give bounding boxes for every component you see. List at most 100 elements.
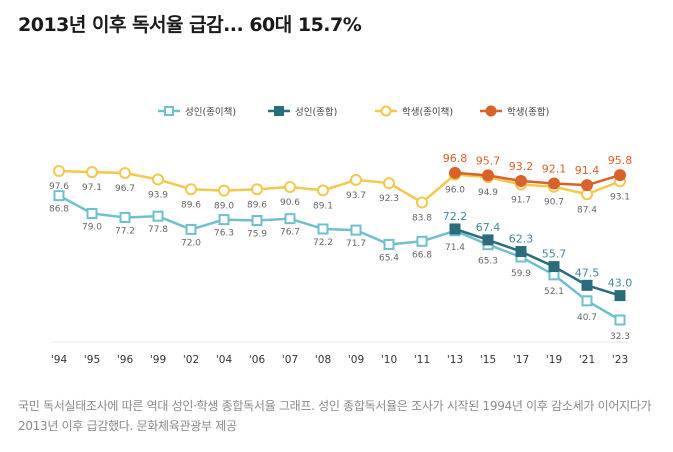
data-label-adult_paper: 32.3	[610, 332, 630, 342]
data-point-student_total	[515, 175, 527, 188]
data-point-adult_paper	[284, 213, 296, 225]
data-label-student_paper: 96.0	[445, 186, 465, 196]
data-point-student_paper	[185, 183, 197, 196]
data-point-adult_paper	[350, 224, 362, 236]
data-label-student_total: 95.7	[476, 154, 501, 167]
series-student_paper: 97.6 97.1 96.7 93.9 89.6 89.0 89.6 90.6 89.1 93.7…	[49, 165, 630, 223]
legend-label: 성인(종이책)	[185, 107, 236, 118]
data-label-student_paper: 89.6	[181, 200, 201, 210]
data-label-adult_total: 47.5	[575, 266, 600, 279]
series-line-student_paper	[58, 169, 621, 204]
legend-label: 학생(종합)	[507, 107, 549, 118]
x-tick-label: '17	[513, 354, 529, 366]
x-tick-label: '07	[282, 354, 298, 366]
legend-marker	[274, 106, 284, 116]
data-label-student_total: 91.4	[575, 164, 600, 177]
data-label-adult_paper: 71.4	[445, 243, 465, 253]
data-label-adult_paper: 86.8	[49, 205, 69, 215]
x-tick-label: '19	[546, 354, 562, 366]
legend-item-student_total: 학생(종합)	[480, 105, 549, 118]
legend-marker	[164, 106, 174, 116]
x-tick-label: '13	[447, 354, 463, 366]
data-point-adult_paper	[119, 212, 131, 224]
series-adult_total: 72.2 67.4 62.3 55.7 47.5 43.0	[443, 210, 632, 302]
data-label-student_paper: 90.7	[544, 198, 564, 208]
data-point-adult_paper	[251, 215, 263, 227]
x-tick-label: '94	[51, 354, 68, 366]
data-label-student_paper: 93.9	[148, 190, 168, 200]
data-point-adult_paper	[53, 190, 65, 202]
x-tick-label: '21	[579, 354, 595, 366]
data-point-adult_paper	[86, 207, 98, 219]
data-label-adult_paper: 71.7	[346, 239, 366, 249]
data-label-student_total: 96.8	[443, 152, 468, 165]
data-label-adult_paper: 76.7	[280, 228, 300, 238]
data-point-adult_paper	[383, 238, 395, 250]
x-tick-label: '09	[348, 354, 364, 366]
data-point-student_total	[482, 169, 494, 182]
legend-label: 학생(종이책)	[402, 107, 453, 118]
data-point-student_paper	[350, 173, 362, 186]
x-tick-label: '11	[414, 354, 430, 366]
data-label-student_total: 93.2	[509, 160, 534, 173]
legend-marker	[485, 105, 497, 117]
data-label-student_paper: 92.3	[379, 194, 399, 204]
x-tick-label: '23	[612, 354, 628, 366]
data-label-adult_paper: 40.7	[577, 313, 597, 323]
data-point-student_paper	[152, 173, 164, 186]
data-point-adult_total	[581, 279, 593, 291]
data-point-student_paper	[53, 165, 65, 177]
data-point-adult_paper	[416, 235, 428, 247]
data-point-student_total	[614, 169, 626, 182]
chart-title: 2013년 이후 독서율 급감... 60대 15.7%	[18, 14, 362, 36]
x-tick-label: '96	[117, 354, 134, 366]
data-point-student_paper	[383, 177, 395, 190]
legend-item-adult_total: 성인(종합)	[268, 106, 337, 118]
x-axis: '94 '95 '96 '99 '02 '04 '06 '07 '08 '09 '10 '11 '13 '…	[51, 341, 628, 366]
data-point-student_total	[449, 166, 461, 179]
data-label-student_total: 95.8	[608, 154, 633, 167]
data-label-student_paper: 89.6	[247, 200, 267, 210]
data-label-adult_paper: 65.4	[379, 253, 399, 263]
x-tick-label: '02	[183, 354, 199, 366]
data-label-student_paper: 93.7	[346, 191, 366, 201]
x-tick-label: '95	[84, 354, 100, 366]
data-point-student_paper	[251, 183, 263, 196]
data-label-student_paper: 83.8	[412, 213, 432, 223]
data-point-adult_paper	[218, 214, 230, 226]
data-point-student_total	[581, 179, 593, 192]
data-label-adult_paper: 77.2	[115, 227, 135, 237]
data-point-student_paper	[317, 184, 329, 197]
series-lines: 97.6 97.1 96.7 93.9 89.6 89.0 89.6 90.6 89.1 93.7…	[49, 152, 632, 342]
data-point-adult_total	[449, 223, 461, 235]
data-point-student_total	[548, 177, 560, 190]
data-label-student_paper: 93.1	[610, 192, 630, 202]
data-point-student_paper	[416, 196, 428, 209]
data-label-student_paper: 94.9	[478, 188, 498, 198]
data-point-adult_total	[548, 261, 560, 273]
data-label-adult_paper: 77.8	[148, 225, 168, 235]
data-point-student_paper	[284, 180, 296, 193]
data-label-student_paper: 97.1	[82, 183, 102, 193]
x-tick-label: '06	[249, 354, 266, 366]
data-point-adult_total	[614, 290, 626, 302]
data-point-adult_paper	[185, 223, 197, 235]
data-label-adult_paper: 76.3	[214, 229, 234, 239]
data-label-adult_total: 72.2	[443, 210, 468, 223]
legend-item-student_paper: 학생(종이책)	[375, 105, 453, 118]
data-point-student_paper	[86, 166, 98, 179]
data-label-adult_paper: 72.0	[181, 238, 201, 248]
data-point-adult_paper	[614, 314, 626, 326]
data-point-adult_paper	[581, 295, 593, 307]
data-label-adult_paper: 52.1	[544, 287, 564, 297]
line-chart: 성인(종이책) 성인(종합) 학생(종이책) 학생(종합) 97.6 97.1 96.79…	[49, 105, 632, 366]
chart-caption: 국민 독서실태조사에 따른 역대 성인·학생 종합독서율 그래프. 성인 종합독…	[18, 399, 652, 433]
chart-legend: 성인(종이책) 성인(종합) 학생(종이책) 학생(종합)	[158, 105, 549, 118]
data-label-student_paper: 97.6	[49, 182, 69, 192]
data-label-adult_paper: 72.2	[313, 238, 333, 248]
x-tick-label: '08	[315, 354, 331, 366]
data-point-adult_paper	[152, 210, 164, 222]
data-point-adult_paper	[317, 223, 329, 235]
data-label-adult_paper: 75.9	[247, 230, 267, 240]
data-label-student_paper: 89.0	[214, 202, 234, 212]
